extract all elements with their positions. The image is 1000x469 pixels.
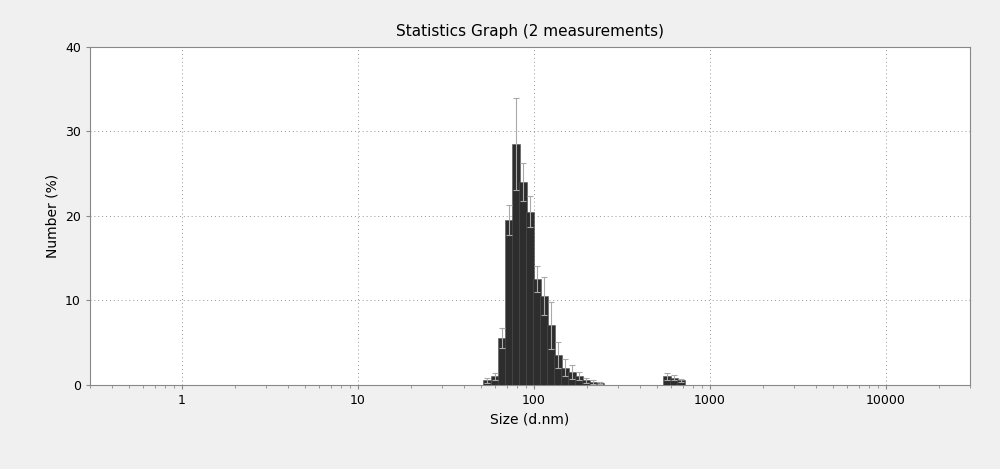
Bar	[677, 380, 685, 385]
Bar	[512, 144, 520, 385]
Bar	[505, 220, 513, 385]
Bar	[568, 372, 576, 385]
Bar	[483, 380, 491, 385]
Bar	[547, 325, 555, 385]
Bar	[561, 368, 569, 385]
Bar	[670, 378, 678, 385]
Bar	[596, 383, 604, 385]
Bar	[582, 380, 590, 385]
Bar	[526, 212, 534, 385]
Bar	[533, 279, 541, 385]
Title: Statistics Graph (2 measurements): Statistics Graph (2 measurements)	[396, 24, 664, 39]
Bar	[519, 182, 527, 385]
Bar	[498, 338, 506, 385]
Bar	[575, 376, 583, 385]
Y-axis label: Number (%): Number (%)	[46, 174, 60, 258]
Bar	[540, 296, 548, 385]
Bar	[589, 382, 597, 385]
Bar	[663, 376, 671, 385]
Bar	[554, 355, 562, 385]
X-axis label: Size (d.nm): Size (d.nm)	[490, 412, 570, 426]
Bar	[491, 376, 499, 385]
